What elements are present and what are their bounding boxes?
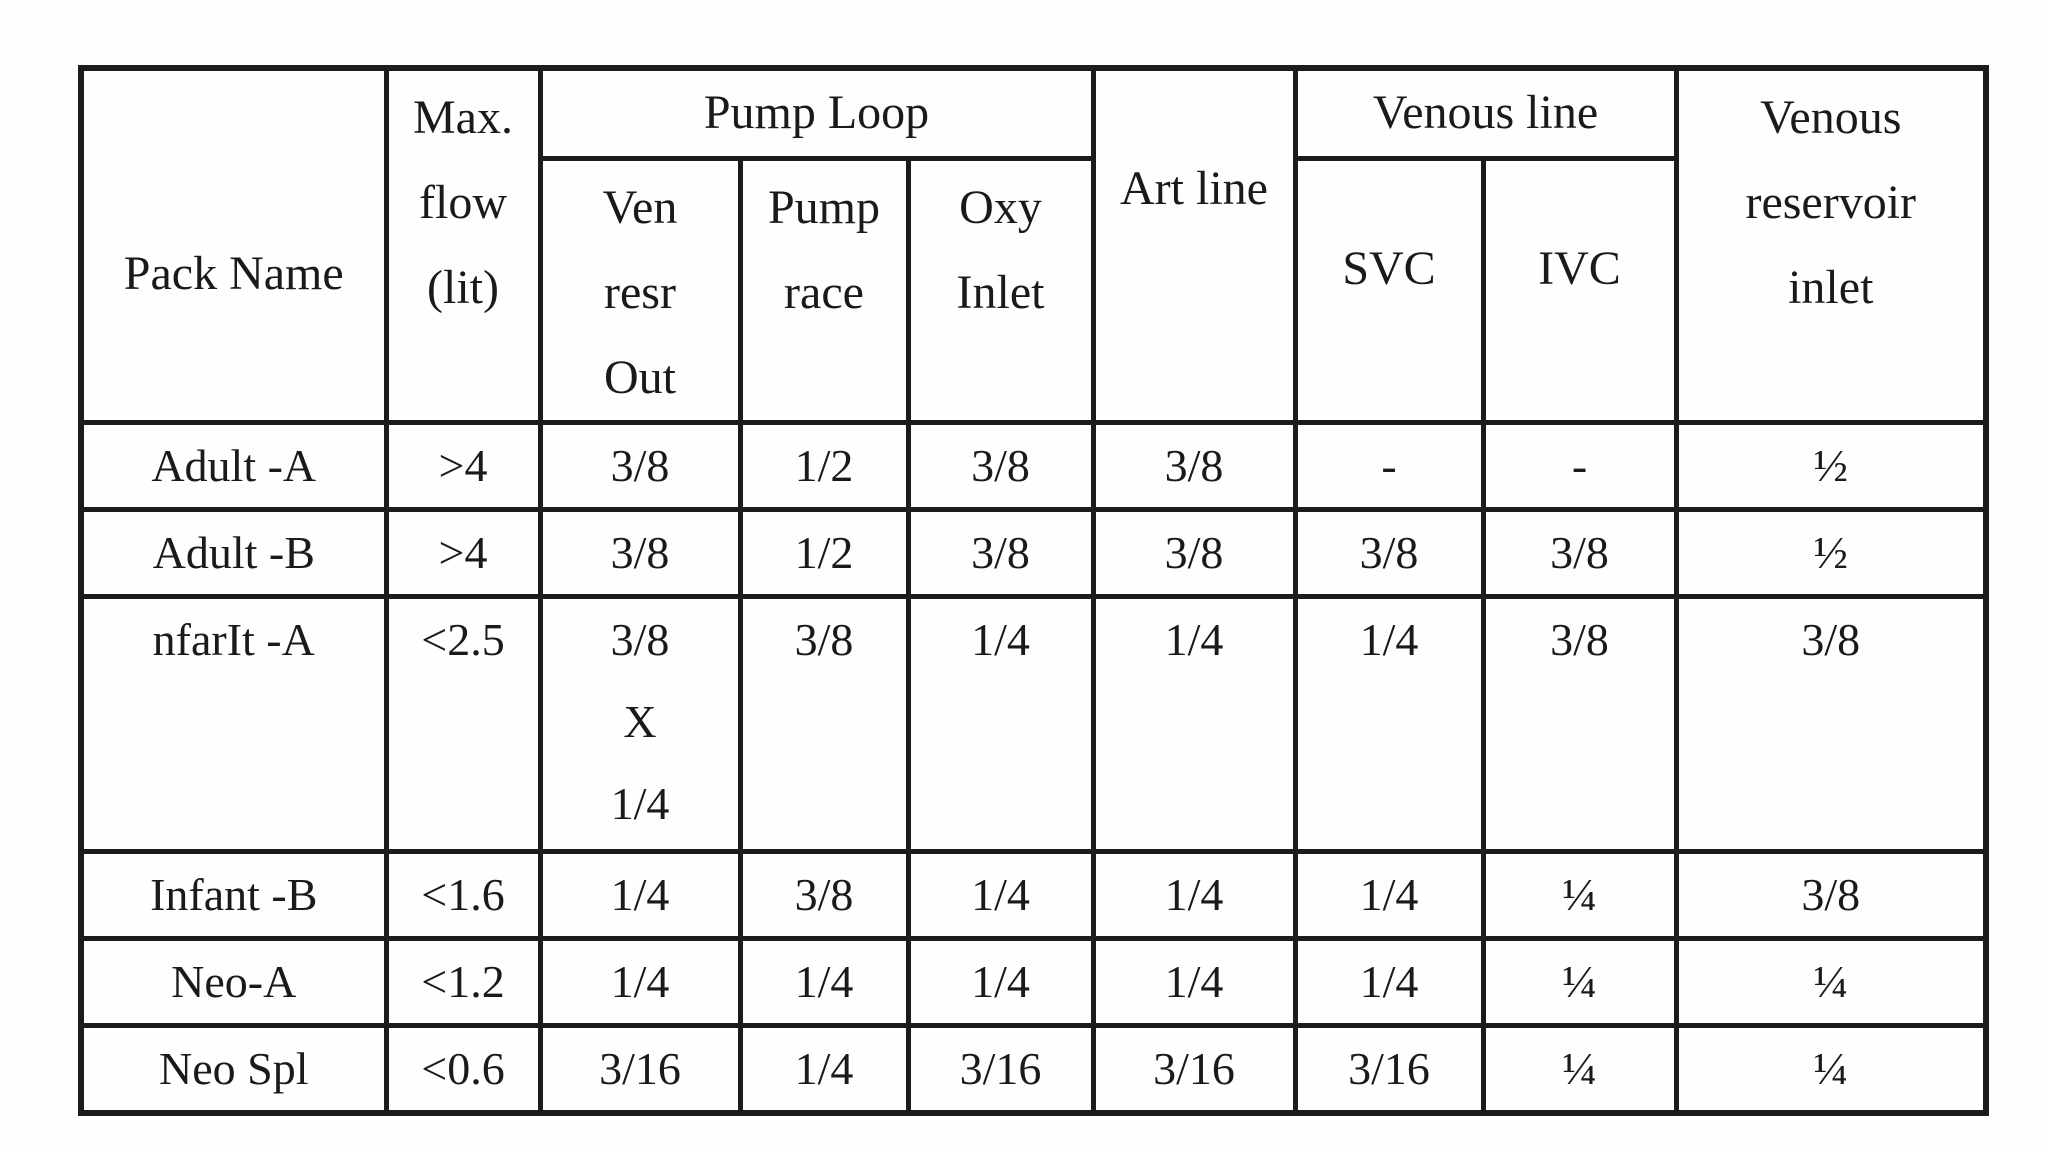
cell-oxy-inlet: 3/16 xyxy=(905,1022,1096,1115)
cell-oxy-inlet: 1/4 xyxy=(905,593,1096,854)
cell-svc: 1/4 xyxy=(1292,593,1486,854)
header-pump-race: Pump race xyxy=(737,155,911,425)
table-row: Neo-A <1.2 1/4 1/4 1/4 1/4 1/4 ¼ ¼ xyxy=(78,935,1989,1028)
cell-art-line: 3/8 xyxy=(1090,506,1298,599)
cell-venous-reservoir-inlet: ½ xyxy=(1673,506,1989,599)
cell-ivc: ¼ xyxy=(1480,1022,1679,1115)
header-max-flow: Max. flow (lit) xyxy=(383,65,543,425)
tubing-size-table: Pack Name Max. flow (lit) Pump Loop Art … xyxy=(78,65,1989,1116)
cell-max-flow: >4 xyxy=(383,419,543,512)
header-row-top: Pack Name Max. flow (lit) Pump Loop Art … xyxy=(78,65,1989,425)
cell-max-flow: >4 xyxy=(383,506,543,599)
header-ivc: IVC xyxy=(1480,155,1679,425)
cell-pack: Neo-A xyxy=(78,935,389,1028)
header-pack-name: Pack Name xyxy=(78,65,389,425)
header-row-sub: Ven resr Out Pump race Oxy Inlet SVC IVC xyxy=(81,155,1986,425)
cell-art-line: 3/16 xyxy=(1090,1022,1298,1115)
cell-pump-race: 3/8 xyxy=(737,593,911,854)
cell-ven-resr-out: 3/8 X 1/4 xyxy=(537,593,743,854)
cell-pack: Adult -A xyxy=(78,419,389,512)
cell-ven-resr-out: 1/4 xyxy=(537,848,743,941)
cell-art-line: 1/4 xyxy=(1090,935,1298,1028)
cell-max-flow: <2.5 xyxy=(383,593,543,854)
cell-art-line: 1/4 xyxy=(1090,593,1298,854)
cell-art-line: 1/4 xyxy=(1090,848,1298,941)
cell-ivc: ¼ xyxy=(1480,935,1679,1028)
cell-svc: 1/4 xyxy=(1292,935,1486,1028)
table-row: Neo Spl <0.6 3/16 1/4 3/16 3/16 3/16 ¼ ¼ xyxy=(78,1022,1989,1115)
cell-pack: nfarIt -A xyxy=(78,593,389,854)
cell-max-flow: <1.2 xyxy=(383,935,543,1028)
header-venous-reservoir-inlet: Venous reservoir inlet xyxy=(1673,65,1989,425)
cell-ivc: ¼ xyxy=(1480,848,1679,941)
header-ven-resr-out: Ven resr Out xyxy=(537,155,743,425)
cell-svc: - xyxy=(1292,419,1486,512)
cell-pump-race: 3/8 xyxy=(737,848,911,941)
cell-oxy-inlet: 1/4 xyxy=(905,848,1096,941)
header-svc: SVC xyxy=(1292,155,1486,425)
cell-pack: Infant -B xyxy=(78,848,389,941)
table-row: nfarIt -A <2.5 3/8 X 1/4 3/8 1/4 1/4 1/4… xyxy=(78,593,1989,854)
cell-pump-race: 1/4 xyxy=(737,935,911,1028)
table-row: Adult -A >4 3/8 1/2 3/8 3/8 - - ½ xyxy=(78,419,1989,512)
cell-venous-reservoir-inlet: 3/8 xyxy=(1673,593,1989,854)
cell-ven-resr-out: 1/4 xyxy=(537,935,743,1028)
cell-pump-race: 1/4 xyxy=(737,1022,911,1115)
cell-max-flow: <1.6 xyxy=(383,848,543,941)
cell-ven-resr-out: 3/8 xyxy=(537,506,743,599)
cell-svc: 1/4 xyxy=(1292,848,1486,941)
header-venous-line: Venous line xyxy=(1292,65,1679,161)
cell-ivc: - xyxy=(1480,419,1679,512)
table-row: Adult -B >4 3/8 1/2 3/8 3/8 3/8 3/8 ½ xyxy=(78,506,1989,599)
cell-venous-reservoir-inlet: ¼ xyxy=(1673,1022,1989,1115)
cell-ven-resr-out: 3/16 xyxy=(537,1022,743,1115)
cell-oxy-inlet: 3/8 xyxy=(905,506,1096,599)
cell-pump-race: 1/2 xyxy=(737,419,911,512)
header-art-line: Art line xyxy=(1090,65,1298,425)
cell-venous-reservoir-inlet: 3/8 xyxy=(1673,848,1989,941)
cell-max-flow: <0.6 xyxy=(383,1022,543,1115)
cell-art-line: 3/8 xyxy=(1090,419,1298,512)
cell-ivc: 3/8 xyxy=(1480,506,1679,599)
cell-pack: Neo Spl xyxy=(78,1022,389,1115)
header-oxy-inlet: Oxy Inlet xyxy=(905,155,1096,425)
cell-svc: 3/8 xyxy=(1292,506,1486,599)
cell-venous-reservoir-inlet: ¼ xyxy=(1673,935,1989,1028)
cell-oxy-inlet: 3/8 xyxy=(905,419,1096,512)
cell-venous-reservoir-inlet: ½ xyxy=(1673,419,1989,512)
table-row: Infant -B <1.6 1/4 3/8 1/4 1/4 1/4 ¼ 3/8 xyxy=(78,848,1989,941)
cell-pack: Adult -B xyxy=(78,506,389,599)
cell-ven-resr-out: 3/8 xyxy=(537,419,743,512)
cell-svc: 3/16 xyxy=(1292,1022,1486,1115)
cell-ivc: 3/8 xyxy=(1480,593,1679,854)
header-pump-loop: Pump Loop xyxy=(537,65,1096,161)
cell-oxy-inlet: 1/4 xyxy=(905,935,1096,1028)
cell-pump-race: 1/2 xyxy=(737,506,911,599)
